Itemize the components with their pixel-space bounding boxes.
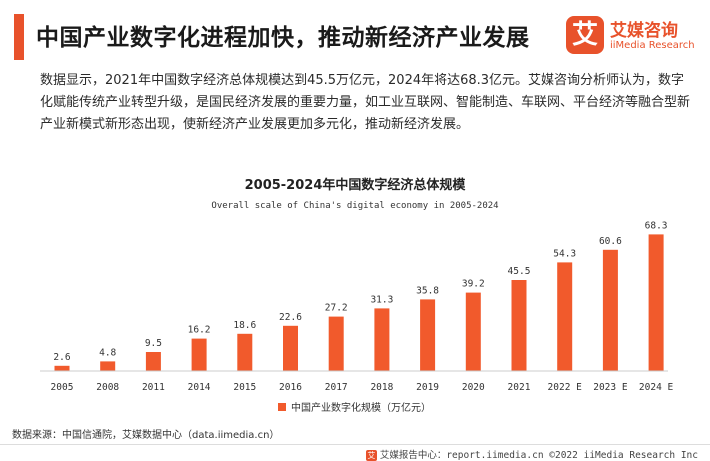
x-tick-label-2015: 2015 [233,382,256,393]
data-label-2019: 35.8 [416,285,439,296]
data-label-2017: 27.2 [325,303,348,314]
x-tick-label-2011: 2011 [142,382,165,393]
bar-2023-E [602,249,618,371]
x-tick-label-2017: 2017 [325,382,348,393]
brand-name-cn: 艾媒咨询 [610,21,678,41]
footer-text: 艾媒报告中心：report.iimedia.cn ©2022 iiMedia R… [379,450,698,461]
data-label-2023-E: 60.6 [599,236,622,247]
page-title: 中国产业数字化进程加快，推动新经济产业发展 [36,25,530,51]
bar-chart: 2005-2024年中国数字经济总体规模 Overall scale of Ch… [40,177,674,414]
data-label-2011: 9.5 [145,338,162,349]
bar-2022-E [557,262,573,371]
legend-swatch [278,403,286,411]
x-tick-label-2005: 2005 [51,382,74,393]
footer-divider [0,444,710,445]
data-label-2016: 22.6 [279,312,302,323]
x-tick-label-2020: 2020 [462,382,485,393]
legend-label: 中国产业数字化规模（万亿元） [291,401,431,414]
x-tick-label-2019: 2019 [416,382,439,393]
x-tick-label-2024-E: 2024 E [639,382,674,393]
bar-2014 [191,338,207,371]
data-label-2024-E: 68.3 [645,220,668,231]
data-label-2021: 45.5 [508,266,531,277]
bar-2021 [511,280,527,371]
brand-logo: 艾 艾媒咨询 iiMedia Research [566,14,702,58]
x-tick-label-2014: 2014 [188,382,211,393]
bar-2011 [145,352,161,371]
x-axis-labels: 2005 2008 2011 2014 2015 2016 2017 2018 2019 2020… [51,382,674,393]
bar-2008 [100,361,116,371]
x-tick-label-2022-E: 2022 E [548,382,583,393]
bar-2019 [420,299,436,371]
bar-2020 [465,292,481,371]
x-tick-label-2016: 2016 [279,382,302,393]
bar-2018 [374,308,390,371]
data-label-2015: 18.6 [233,320,256,331]
chart-bars: 2.6 4.8 9.5 16.2 18.6 22.6 27.2 31.3 35.8 39.2 45.… [53,220,668,371]
x-tick-label-2008: 2008 [96,382,119,393]
bar-2024-E [648,234,664,371]
brand-name-en: iiMedia Research [610,40,695,51]
chart-subtitle: Overall scale of China's digital economy… [211,201,498,211]
data-label-2005: 2.6 [53,352,70,363]
x-tick-label-2018: 2018 [370,382,393,393]
data-label-2014: 16.2 [188,325,211,336]
bar-2005 [54,365,70,371]
intro-paragraph: 数据显示，2021年中国数字经济总体规模达到45.5万亿元，2024年将达68.… [40,73,691,132]
title-accent-bar [14,14,24,60]
footer-logo-icon: 艾 [365,450,377,461]
x-tick-label-2021: 2021 [508,382,531,393]
chart-title: 2005-2024年中国数字经济总体规模 [245,177,467,193]
data-label-2020: 39.2 [462,279,485,290]
data-label-2022-E: 54.3 [553,248,576,259]
footer: 艾艾媒报告中心：report.iimedia.cn ©2022 iiMedia … [365,447,698,461]
legend: 中国产业数字化规模（万亿元） [278,401,431,414]
bar-2016 [283,325,298,371]
bar-2015 [237,333,253,371]
data-label-2008: 4.8 [99,347,116,358]
bar-2017 [328,316,344,371]
x-tick-label-2023-E: 2023 E [593,382,628,393]
brand-logo-mark: 艾 [566,16,604,54]
data-label-2018: 31.3 [370,294,393,305]
data-source: 数据来源：中国信通院，艾媒数据中心（data.iimedia.cn） [12,430,280,441]
